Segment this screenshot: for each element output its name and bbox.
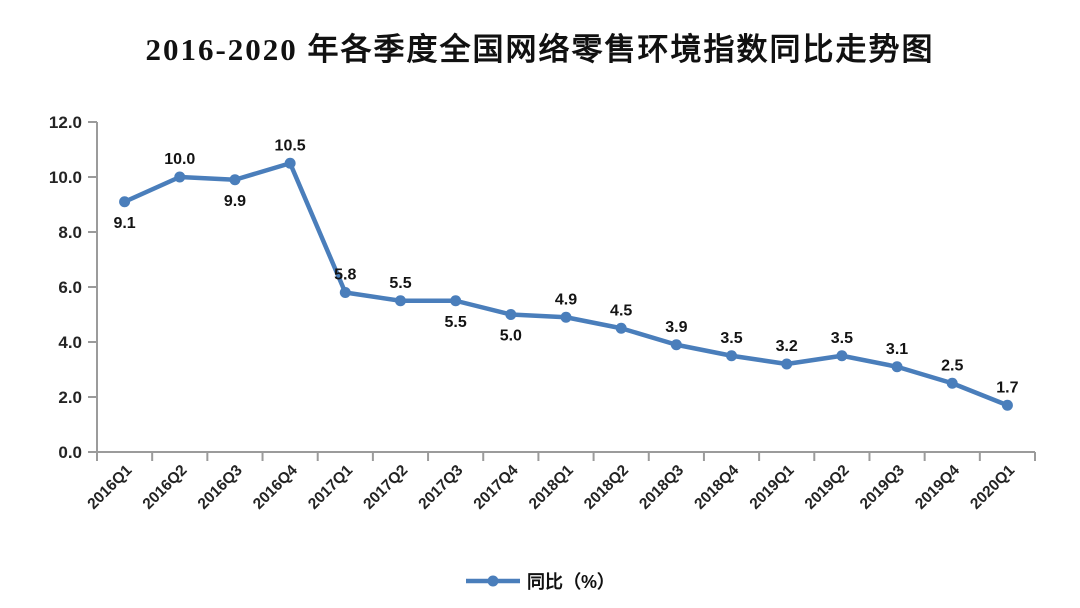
x-tick-label: 2019Q2 [802, 462, 853, 513]
data-point [119, 196, 131, 208]
data-point [615, 322, 627, 334]
series-line [122, 161, 1010, 408]
x-tick-label: 2017Q4 [471, 462, 522, 513]
y-tick-label: 4.0 [58, 333, 82, 352]
x-tick-label: 2018Q2 [581, 462, 632, 513]
data-point [670, 339, 682, 351]
data-point [174, 171, 186, 183]
y-tick-label: 0.0 [58, 443, 82, 462]
data-label: 2.5 [941, 357, 963, 374]
x-tick-label: 2018Q4 [691, 462, 742, 513]
chart-title: 2016-2020 年各季度全国网络零售环境指数同比走势图 [145, 32, 935, 67]
x-tick-label: 2019Q3 [857, 462, 908, 513]
y-tick-label: 12.0 [49, 113, 82, 132]
data-point [946, 377, 958, 389]
x-tick-label: 2017Q1 [305, 462, 356, 513]
x-tick-label: 2016Q2 [140, 462, 191, 513]
data-label: 3.9 [665, 319, 687, 336]
x-tick-label: 2016Q4 [250, 462, 301, 513]
data-label: 3.5 [831, 330, 853, 347]
y-tick-label: 8.0 [58, 223, 82, 242]
data-label: 5.8 [334, 267, 356, 284]
data-label: 5.5 [389, 275, 411, 292]
data-point [394, 295, 406, 307]
x-tick-label: 2019Q4 [912, 462, 963, 513]
x-tick-label: 2017Q2 [360, 462, 411, 513]
legend-line-marker-icon [465, 575, 520, 587]
data-label: 4.9 [555, 291, 577, 308]
data-point [339, 287, 351, 298]
x-tick-label: 2020Q1 [967, 462, 1018, 513]
x-tick-label: 2019Q1 [747, 462, 798, 513]
data-point [781, 358, 793, 370]
x-tick-label: 2018Q1 [526, 462, 577, 513]
x-tick-label: 2017Q3 [415, 462, 466, 513]
data-label: 9.1 [113, 215, 135, 232]
data-label: 1.7 [996, 379, 1018, 396]
data-label: 10.0 [164, 151, 195, 168]
data-point [505, 309, 517, 320]
data-label: 10.5 [275, 137, 306, 154]
data-point [450, 295, 462, 307]
data-label: 3.1 [886, 341, 908, 358]
data-label: 3.2 [776, 338, 798, 355]
y-tick-label: 2.0 [58, 388, 82, 407]
data-label: 9.9 [224, 193, 246, 210]
data-point [726, 350, 738, 362]
data-label: 4.5 [610, 302, 632, 319]
legend: 同比（%） [0, 568, 1080, 594]
data-point [229, 174, 241, 186]
x-tick-label: 2016Q1 [84, 462, 135, 513]
data-point [1001, 399, 1013, 411]
y-tick-label: 6.0 [58, 278, 82, 297]
data-point [284, 157, 296, 169]
data-label: 3.5 [720, 330, 742, 347]
data-point [891, 361, 903, 373]
x-tick-label: 2016Q3 [195, 462, 246, 513]
data-label: 5.5 [445, 314, 467, 331]
x-tick-label: 2018Q3 [636, 462, 687, 513]
data-point [836, 350, 848, 362]
y-tick-label: 10.0 [49, 168, 82, 187]
legend-series-label: 同比（%） [526, 572, 615, 592]
data-label: 5.0 [500, 328, 522, 345]
data-point [560, 311, 572, 323]
